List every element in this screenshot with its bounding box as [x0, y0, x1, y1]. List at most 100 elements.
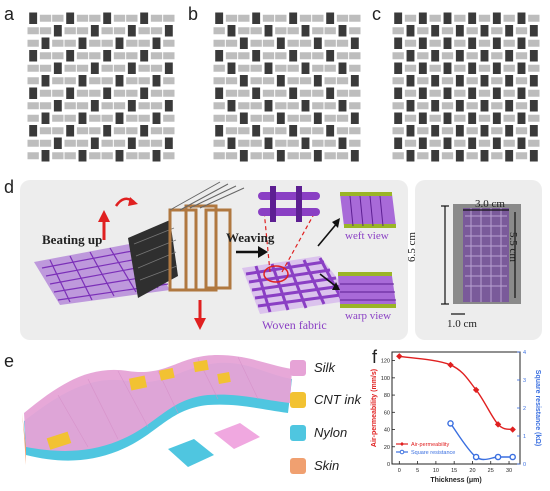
weave-cell [491, 127, 503, 135]
weave-cell [138, 102, 150, 110]
weave-cell [52, 77, 64, 85]
weave-cell [64, 139, 76, 147]
weave-cell [505, 25, 514, 37]
weave-cell [517, 37, 526, 49]
legend-marker [400, 442, 404, 446]
x-tick-label: 5 [416, 468, 419, 474]
weave-cell [113, 27, 126, 35]
beating-up-label: Beating up [42, 232, 103, 247]
weave-cell [164, 25, 173, 37]
weave-cell [126, 114, 138, 122]
weave-cell [138, 64, 150, 72]
weave-cell [478, 39, 491, 47]
dim-height-left-label: 6.5 cm [406, 232, 418, 262]
weave-cell [313, 75, 322, 87]
weave-cell [238, 89, 250, 97]
weave-cell [517, 62, 526, 74]
weave-cell [468, 137, 477, 149]
weave-cell [503, 64, 515, 72]
weave-cell [262, 127, 275, 135]
weave-cell [101, 27, 113, 35]
weave-cell [150, 102, 163, 110]
weave-cell [52, 89, 64, 97]
weave-cell [417, 77, 429, 85]
weave-cell [441, 77, 454, 85]
weave-cell [503, 14, 515, 22]
weave-cell [466, 77, 478, 85]
weave-cell [406, 25, 415, 37]
weave-cell [250, 114, 262, 122]
weave-cell [312, 89, 324, 97]
weave-cell [478, 14, 491, 22]
weave-cell [454, 39, 466, 47]
weave-cell [505, 75, 514, 87]
data-point [472, 386, 480, 394]
weave-cell [429, 64, 441, 72]
weave-cell [492, 87, 501, 99]
weave-cell [250, 139, 262, 147]
weave-cell [326, 87, 335, 99]
weave-cell [324, 77, 336, 85]
weave-cell [517, 87, 526, 99]
weave-cell [126, 77, 138, 85]
x-tick-label: 10 [433, 468, 439, 474]
weave-cell [392, 152, 404, 160]
weave-cell [503, 39, 515, 47]
weave-cell [301, 100, 310, 112]
weave-cell [287, 77, 299, 85]
weave-cell [27, 39, 39, 47]
weave-cell [239, 112, 248, 124]
weft-view-arrow-icon [317, 218, 340, 247]
weave-cell [52, 152, 64, 160]
y2-tick-label: 1 [523, 434, 526, 440]
weave-cell [164, 100, 173, 112]
weave-cell [213, 139, 225, 147]
weave-cell [262, 114, 275, 122]
data-point [396, 353, 403, 360]
weave-cell [289, 12, 298, 24]
weave-cell [150, 52, 163, 60]
weave-cell [66, 87, 75, 99]
weave-cell [431, 75, 440, 87]
weave-cell [152, 75, 161, 87]
weave-cell [468, 87, 477, 99]
weave-cell [529, 150, 538, 162]
y-tick-label: 120 [381, 359, 390, 365]
weave-cell [76, 89, 89, 97]
weave-cell [529, 100, 538, 112]
weave-cell [150, 139, 163, 147]
weave-cell [299, 89, 312, 97]
weave-cell [349, 102, 361, 110]
weave-cell [262, 14, 275, 22]
weave-cell [392, 27, 404, 35]
weave-cell [126, 127, 138, 135]
weave-cell [64, 114, 76, 122]
weave-cell [29, 50, 38, 62]
weave-cell [126, 39, 138, 47]
weave-cell [150, 89, 163, 97]
weave-cell [140, 87, 149, 99]
weave-cell [515, 102, 528, 110]
weave-cell [491, 77, 503, 85]
weave-cell [163, 39, 175, 47]
weave-cell [517, 137, 526, 149]
data-point [509, 453, 516, 461]
x-axis-label: Thickness (μm) [430, 477, 481, 484]
panel-label-f: f [372, 347, 378, 367]
weave-cell [225, 152, 238, 160]
weave-cell [443, 87, 452, 99]
weave-cell [41, 75, 50, 87]
weave-cell [324, 102, 336, 110]
weave-cell [505, 150, 514, 162]
weave-cell [491, 27, 503, 35]
legend-swatch-cnt-ink [290, 392, 306, 408]
weave-cell [39, 27, 52, 35]
weave-cell [126, 152, 138, 160]
rotate-arrow-icon [114, 197, 138, 207]
weave-cell [41, 150, 50, 162]
weave-cell [264, 62, 273, 74]
weaving-arrow-icon [236, 246, 268, 258]
weave-cell [113, 14, 126, 22]
weave-cell [89, 14, 101, 22]
weave-cell [164, 137, 173, 149]
